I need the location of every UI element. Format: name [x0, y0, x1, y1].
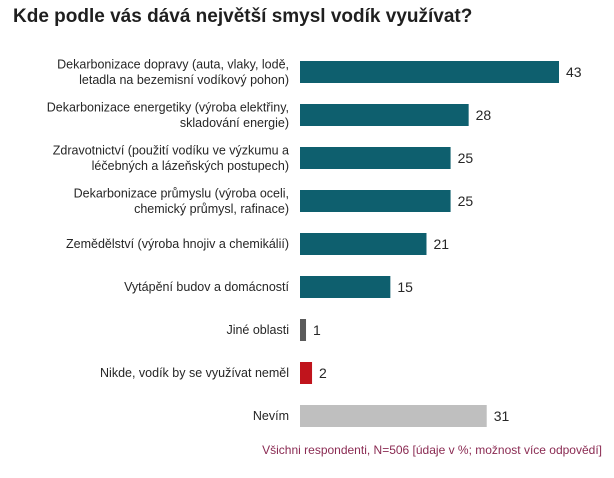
value-label-5: 21	[433, 236, 449, 252]
category-label-5: Zemědělství (výroba hnojiv a chemikálií)	[66, 237, 289, 251]
category-label-3-line-1: Zdravotnictví (použití vodíku ve výzkumu…	[53, 143, 289, 157]
category-label-4-line-2: chemický průmysl, rafinace)	[134, 202, 289, 216]
value-label-6: 15	[397, 279, 413, 295]
category-label-7: Jiné oblasti	[226, 323, 289, 337]
category-label-9: Nevím	[253, 409, 289, 423]
value-label-9: 31	[494, 408, 510, 424]
category-label-1-line-2: letadla na bezemisní vodíkový pohon)	[79, 73, 289, 87]
category-label-2-line-1: Dekarbonizace energetiky (výroba elektři…	[47, 100, 289, 114]
value-label-2: 28	[476, 107, 492, 123]
bar-3	[300, 147, 451, 169]
bar-8	[300, 362, 313, 384]
bar-7	[300, 319, 307, 341]
bar-9	[300, 405, 487, 427]
bar-5	[300, 233, 427, 255]
value-label-8: 2	[319, 365, 327, 381]
bar-1	[300, 61, 559, 83]
footnote: Všichni respondenti, N=506 [údaje v %; m…	[262, 443, 602, 457]
bar-2	[300, 104, 469, 126]
value-label-3: 25	[458, 150, 474, 166]
category-label-8: Nikde, vodík by se využívat neměl	[100, 366, 289, 380]
bar-6	[300, 276, 391, 298]
bar-4	[300, 190, 451, 212]
category-label-4-line-1: Dekarbonizace průmyslu (výroba oceli,	[74, 186, 289, 200]
category-label-3-line-2: léčebných a lázeňských postupech)	[92, 159, 289, 173]
value-label-1: 43	[566, 64, 582, 80]
category-label-2-line-2: skladování energie)	[180, 116, 289, 130]
bar-chart: 43 Dekarbonizace dopravy (auta, vlaky, lo…	[47, 57, 582, 427]
chart-title: Kde podle vás dává největší smysl vodík …	[13, 6, 473, 27]
category-label-1-line-1: Dekarbonizace dopravy (auta, vlaky, lodě…	[57, 57, 289, 71]
value-label-7: 1	[313, 322, 321, 338]
value-label-4: 25	[458, 193, 474, 209]
category-label-6: Vytápění budov a domácností	[124, 280, 289, 294]
